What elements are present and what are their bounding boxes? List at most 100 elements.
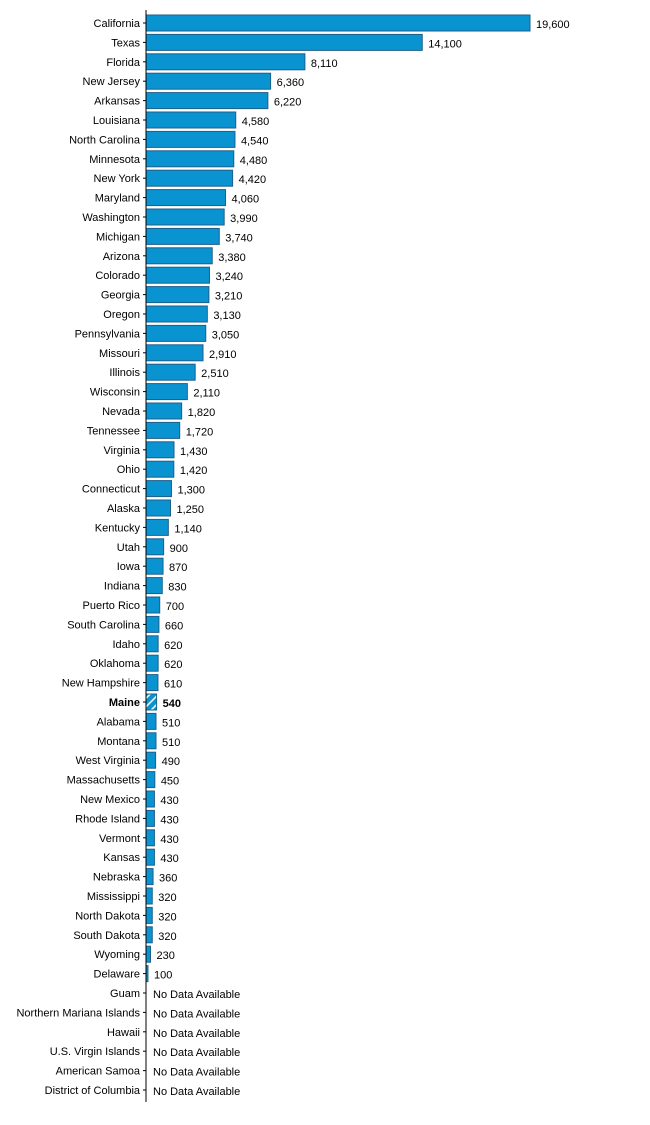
bar-maryland xyxy=(145,189,227,207)
value-label-iowa: 870 xyxy=(169,562,187,574)
category-label-new-york: New York xyxy=(94,173,141,185)
category-label-virginia: Virginia xyxy=(104,445,141,457)
value-label-nevada: 1,820 xyxy=(188,407,216,419)
category-label-colorado: Colorado xyxy=(95,270,140,282)
category-label-american-samoa: American Samoa xyxy=(56,1066,141,1078)
bar-texas xyxy=(145,33,423,51)
bar-new-hampshire xyxy=(145,674,159,692)
category-label-maryland: Maryland xyxy=(95,193,140,205)
bar-vermont xyxy=(145,829,155,847)
bar-north-carolina xyxy=(145,130,236,148)
category-label-texas: Texas xyxy=(111,37,140,49)
bar-colorado xyxy=(145,266,210,284)
category-label-indiana: Indiana xyxy=(104,581,141,593)
bar-idaho xyxy=(145,635,159,653)
bar-new-mexico xyxy=(145,790,155,808)
category-label-oklahoma: Oklahoma xyxy=(90,658,141,670)
bar-illinois xyxy=(145,363,196,381)
value-label-rhode-island: 430 xyxy=(160,814,178,826)
category-label-connecticut: Connecticut xyxy=(82,484,140,496)
ticks-layer xyxy=(143,22,146,1091)
category-label-oregon: Oregon xyxy=(103,309,140,321)
category-label-south-carolina: South Carolina xyxy=(67,619,141,631)
bar-nebraska xyxy=(145,868,154,886)
bar-tennessee xyxy=(145,421,181,439)
value-label-new-hampshire: 610 xyxy=(164,679,182,691)
category-label-guam: Guam xyxy=(110,988,140,1000)
value-label-u-s-virgin-islands: No Data Available xyxy=(153,1047,240,1059)
bar-wisconsin xyxy=(145,383,188,401)
category-label-pennsylvania: Pennsylvania xyxy=(75,328,141,340)
category-label-mississippi: Mississippi xyxy=(87,891,140,903)
bar-utah xyxy=(145,538,165,556)
value-label-new-mexico: 430 xyxy=(160,795,178,807)
value-label-maryland: 4,060 xyxy=(232,194,260,206)
category-label-south-dakota: South Dakota xyxy=(73,930,141,942)
value-label-new-jersey: 6,360 xyxy=(277,77,305,89)
value-label-nebraska: 360 xyxy=(159,873,177,885)
value-label-south-carolina: 660 xyxy=(165,620,183,632)
value-label-california: 19,600 xyxy=(536,19,570,31)
bar-north-dakota xyxy=(145,906,153,924)
value-label-mississippi: 320 xyxy=(158,892,176,904)
category-label-maine: Maine xyxy=(109,697,140,709)
category-label-alaska: Alaska xyxy=(107,503,141,515)
bar-maine xyxy=(145,693,158,711)
category-label-tennessee: Tennessee xyxy=(87,425,140,437)
value-label-washington: 3,990 xyxy=(230,213,258,225)
value-label-north-dakota: 320 xyxy=(158,911,176,923)
category-label-new-jersey: New Jersey xyxy=(83,76,141,88)
bar-kansas xyxy=(145,848,155,866)
bar-pennsylvania xyxy=(145,324,207,342)
value-label-louisiana: 4,580 xyxy=(242,116,270,128)
category-label-alabama: Alabama xyxy=(97,716,141,728)
value-label-delaware: 100 xyxy=(154,970,172,982)
value-label-west-virginia: 490 xyxy=(162,756,180,768)
value-label-kentucky: 1,140 xyxy=(174,523,202,535)
category-label-new-mexico: New Mexico xyxy=(80,794,140,806)
bar-massachusetts xyxy=(145,771,156,789)
bar-south-dakota xyxy=(145,926,153,944)
value-label-north-carolina: 4,540 xyxy=(241,135,269,147)
value-label-alabama: 510 xyxy=(162,717,180,729)
value-label-utah: 900 xyxy=(170,543,188,555)
value-label-alaska: 1,250 xyxy=(176,504,204,516)
bar-iowa xyxy=(145,557,164,575)
value-label-hawaii: No Data Available xyxy=(153,1028,240,1040)
category-label-georgia: Georgia xyxy=(101,290,141,302)
bar-florida xyxy=(145,53,306,71)
value-label-wisconsin: 2,110 xyxy=(193,388,220,400)
category-label-illinois: Illinois xyxy=(109,367,140,379)
bar-nevada xyxy=(145,402,183,420)
value-label-texas: 14,100 xyxy=(428,38,462,50)
value-label-american-samoa: No Data Available xyxy=(153,1067,240,1079)
value-label-virginia: 1,430 xyxy=(180,446,208,458)
bar-south-carolina xyxy=(145,615,160,633)
category-label-florida: Florida xyxy=(106,57,141,69)
value-label-district-of-columbia: No Data Available xyxy=(153,1086,240,1098)
category-label-minnesota: Minnesota xyxy=(89,154,141,166)
value-label-new-york: 4,420 xyxy=(239,174,267,186)
category-label-delaware: Delaware xyxy=(94,969,140,981)
category-label-massachusetts: Massachusetts xyxy=(67,775,141,787)
category-label-wyoming: Wyoming xyxy=(94,949,140,961)
bar-louisiana xyxy=(145,111,237,129)
category-label-u-s-virgin-islands: U.S. Virgin Islands xyxy=(50,1046,141,1058)
value-label-missouri: 2,910 xyxy=(209,349,237,361)
value-label-guam: No Data Available xyxy=(153,989,240,1001)
category-label-hawaii: Hawaii xyxy=(107,1027,140,1039)
category-label-missouri: Missouri xyxy=(99,348,140,360)
value-label-indiana: 830 xyxy=(168,582,186,594)
bar-arkansas xyxy=(145,92,269,110)
bars-layer xyxy=(145,14,531,983)
bar-mississippi xyxy=(145,887,153,905)
bar-alabama xyxy=(145,712,157,730)
bar-virginia xyxy=(145,441,175,459)
value-label-montana: 510 xyxy=(162,737,180,749)
bar-alaska xyxy=(145,499,171,517)
bar-washington xyxy=(145,208,225,226)
bar-ohio xyxy=(145,460,175,478)
category-label-nebraska: Nebraska xyxy=(93,872,141,884)
